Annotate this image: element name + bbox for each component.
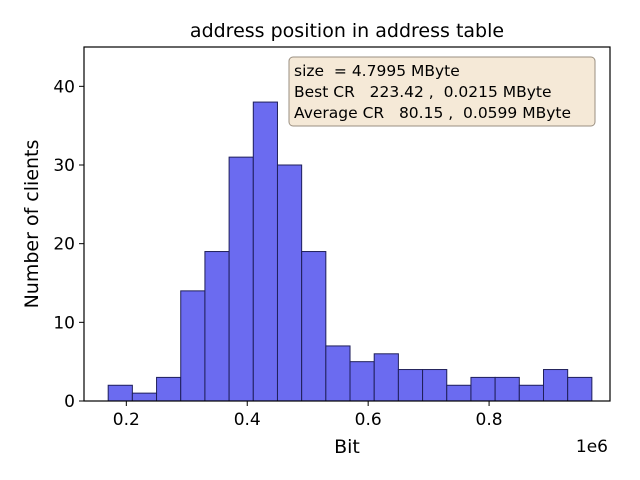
histogram-bar [494, 376, 520, 402]
histogram-bar [156, 376, 182, 402]
y-tick-label: 30 [53, 156, 75, 176]
histogram-bar [325, 345, 351, 402]
histogram-bar [349, 361, 375, 402]
histogram-bar [301, 251, 327, 402]
x-tick-label: 0.4 [234, 410, 261, 430]
x-axis-ticks: 0.2 0.4 0.6 0.8 [113, 401, 503, 430]
annotation-line: Average CR 80.15 , 0.0599 MByte [294, 104, 571, 122]
histogram-bar [228, 156, 254, 402]
plot-frame [83, 46, 611, 402]
histogram-bar [373, 353, 399, 402]
y-tick-label: 0 [64, 392, 75, 412]
histogram-bar [446, 384, 472, 402]
histogram-bar [422, 369, 448, 402]
histogram-bar [131, 392, 158, 402]
histogram-bar [180, 290, 206, 402]
histogram-bar [252, 101, 278, 402]
annotation-line: Best CR 223.42 , 0.0215 MByte [294, 83, 552, 101]
annotation-line: size = 4.7995 MByte [294, 62, 460, 80]
x-tick-label: 0.8 [476, 410, 503, 430]
x-tick-label: 0.2 [113, 410, 140, 430]
y-tick-label: 20 [53, 235, 75, 255]
y-tick-label: 10 [53, 313, 75, 333]
histogram-bar [397, 369, 424, 402]
chart-title: address position in address table [190, 20, 504, 42]
histogram-bar [567, 376, 593, 402]
y-tick-label: 40 [53, 77, 75, 97]
x-axis-offset-label: 1e6 [576, 437, 608, 457]
x-axis-label: Bit [334, 436, 360, 458]
stats-annotation: size = 4.7995 MByte Best CR 223.42 , 0.0… [288, 56, 596, 127]
histogram-bar [542, 369, 569, 402]
histogram-bar [204, 251, 230, 402]
annotation-box [288, 56, 596, 127]
histogram-bar [470, 376, 496, 402]
x-tick-label: 0.6 [355, 410, 382, 430]
y-axis-ticks: 0 10 20 30 40 [53, 77, 84, 412]
y-axis-label: Number of clients [21, 140, 43, 309]
histogram-bar [276, 164, 303, 402]
histogram-bar [518, 384, 544, 402]
bars-group [107, 101, 593, 402]
histogram-bar [107, 384, 133, 402]
